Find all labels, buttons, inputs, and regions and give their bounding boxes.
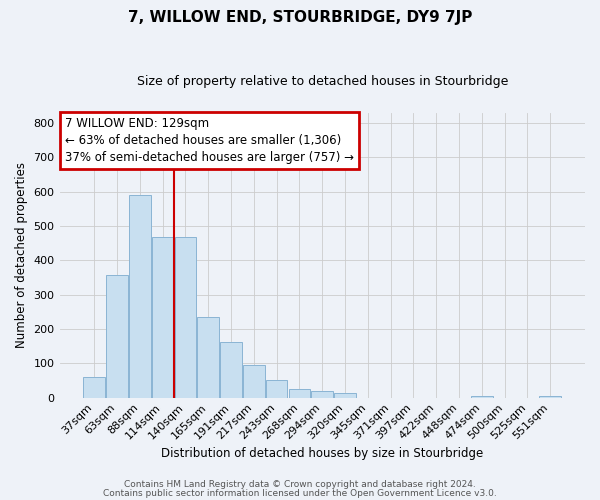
Bar [175, 237, 196, 398]
Bar [129, 195, 151, 398]
Bar [266, 380, 287, 398]
Bar [243, 365, 265, 398]
Bar [289, 389, 310, 398]
Text: Contains HM Land Registry data © Crown copyright and database right 2024.: Contains HM Land Registry data © Crown c… [124, 480, 476, 489]
Text: 7 WILLOW END: 129sqm
← 63% of detached houses are smaller (1,306)
37% of semi-de: 7 WILLOW END: 129sqm ← 63% of detached h… [65, 117, 354, 164]
Text: Contains public sector information licensed under the Open Government Licence v3: Contains public sector information licen… [103, 488, 497, 498]
Bar [334, 393, 356, 398]
Bar [539, 396, 561, 398]
Bar [152, 237, 173, 398]
Bar [471, 396, 493, 398]
Y-axis label: Number of detached properties: Number of detached properties [15, 162, 28, 348]
X-axis label: Distribution of detached houses by size in Stourbridge: Distribution of detached houses by size … [161, 447, 484, 460]
Text: 7, WILLOW END, STOURBRIDGE, DY9 7JP: 7, WILLOW END, STOURBRIDGE, DY9 7JP [128, 10, 472, 25]
Title: Size of property relative to detached houses in Stourbridge: Size of property relative to detached ho… [137, 75, 508, 88]
Bar [220, 342, 242, 398]
Bar [311, 390, 333, 398]
Bar [83, 377, 105, 398]
Bar [106, 276, 128, 398]
Bar [197, 317, 219, 398]
